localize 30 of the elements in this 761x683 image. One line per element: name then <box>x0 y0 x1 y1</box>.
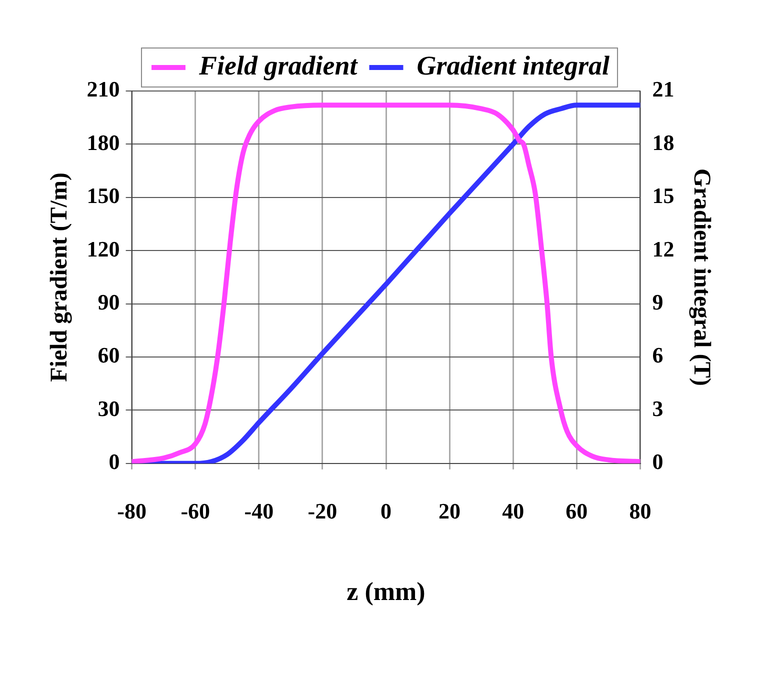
x-tick-label: 20 <box>438 498 461 524</box>
y2-tick-label: 0 <box>652 449 664 474</box>
legend-label: Field gradient <box>198 50 359 80</box>
y2-tick-label: 15 <box>652 183 674 208</box>
y-axis-title: Field gradient (T/m) <box>46 172 73 382</box>
y-tick-label: 90 <box>98 289 120 314</box>
y-tick-label: 150 <box>86 183 120 208</box>
x-tick-label: -80 <box>117 498 146 524</box>
x-axis-title: z (mm) <box>346 577 426 606</box>
y2-tick-label: 18 <box>652 130 674 155</box>
y2-tick-label: 9 <box>652 289 664 314</box>
legend-label: Gradient integral <box>416 50 610 80</box>
y2-tick-label: 12 <box>652 236 674 262</box>
y-tick-label: 120 <box>86 236 120 262</box>
x-tick-label: -60 <box>180 498 210 524</box>
x-tick-label: 0 <box>380 498 392 524</box>
y-tick-label: 30 <box>98 396 120 421</box>
y-tick-label: 60 <box>98 342 120 368</box>
x-tick-label: 80 <box>629 498 652 524</box>
y2-axis-title: Gradient integral (T) <box>688 168 714 386</box>
y2-tick-label: 21 <box>652 76 674 102</box>
x-tick-label: -40 <box>244 498 274 524</box>
y-tick-label: 0 <box>108 449 120 474</box>
y-tick-label: 210 <box>86 76 120 102</box>
y2-tick-label: 3 <box>652 396 664 421</box>
x-tick-label: 60 <box>566 498 588 524</box>
x-tick-label: -20 <box>308 498 338 524</box>
y2-tick-label: 6 <box>652 342 664 368</box>
y-tick-label: 180 <box>86 130 120 155</box>
x-tick-label: 40 <box>502 498 524 524</box>
